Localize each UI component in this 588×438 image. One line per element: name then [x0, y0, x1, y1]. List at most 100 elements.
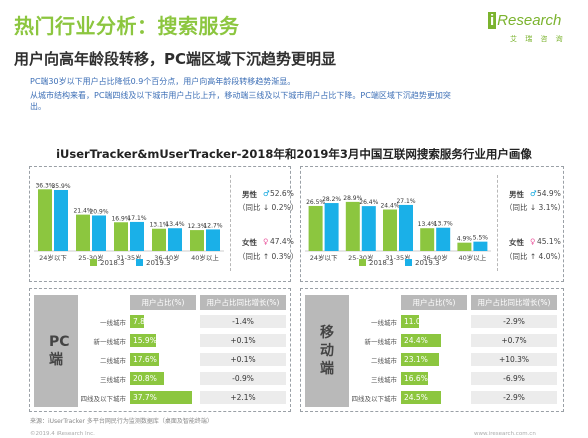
- x-tick-label: 24岁以下: [310, 253, 338, 262]
- male-change: （同比 ↓ 0.2%）: [238, 203, 299, 212]
- bar-2019.3-36-40岁: [168, 228, 182, 251]
- data-label: 26.5%: [306, 199, 325, 206]
- row-label: 二线城市: [371, 357, 397, 365]
- legend-label: 2018.3: [100, 259, 125, 267]
- female-value: 45.1%: [537, 237, 561, 246]
- logo-wordmark: i Research: [488, 12, 562, 29]
- data-label: 28.2%: [322, 196, 341, 203]
- pc-demographics-panel: 36.3% 35.9% 24岁以下 21.4% 20.9% 25-30岁 16.9% 17.1…: [29, 166, 298, 282]
- page-subtitle: 用户向高年龄段转移，PC端区域下沉趋势更明显: [14, 50, 337, 68]
- x-tick-label: 40岁以上: [191, 253, 219, 262]
- footer-copyright: ©2019.4 iResearch Inc.: [30, 431, 95, 437]
- male-change: （同比 ↓ 3.1%）: [505, 203, 566, 212]
- female-label: 女性: [509, 238, 524, 247]
- share-value: 16.6%: [404, 374, 428, 383]
- data-label: 4.9%: [457, 236, 473, 243]
- data-label: 20.9%: [89, 208, 108, 215]
- male-label: 男性: [242, 190, 257, 199]
- bar-2019.3-24岁以下: [54, 189, 68, 251]
- share-value: 24.5%: [404, 393, 428, 402]
- column-header: 用户占比(%): [401, 295, 467, 310]
- data-label: 26.4%: [359, 199, 378, 206]
- note-line-2: 从城市结构来看，PC端四线及以下城市用户占比上升，移动端三线及以下城市用户占比下…: [30, 91, 451, 100]
- pc-age-chart: 36.3%35.9% 24岁以下 21.4%20.9% 25-30岁 16.9%17.1…: [34, 182, 224, 267]
- row-label: 三线城市: [371, 376, 397, 384]
- growth-value: +2.1%: [200, 391, 286, 404]
- iresearch-logo: i Research 艾 瑞 咨 询: [488, 12, 580, 50]
- pc-city-panel: PC端 用户占比(%) 用户占比同比增长(%) 一线城市 7.8% -1.4% 新一线城市…: [29, 288, 291, 412]
- share-bar: [401, 353, 440, 366]
- growth-value: +0.7%: [471, 334, 557, 347]
- share-value: 17.6%: [133, 355, 157, 364]
- row-label: 新一线城市: [93, 338, 127, 346]
- row-label: 三线城市: [100, 376, 126, 384]
- growth-value: -2.9%: [471, 391, 557, 404]
- note-line-1: PC端30岁以下用户占比降低0.9个百分点，用户向高年龄段转移趋势渐显。: [30, 77, 296, 86]
- data-label: 13.7%: [434, 221, 453, 228]
- bar-2019.3-40岁以上: [206, 229, 220, 251]
- share-value: 24.4%: [404, 336, 428, 345]
- data-label: 12.3%: [187, 223, 206, 230]
- legend-label: 2019.3: [415, 259, 440, 267]
- share-value: 23.1%: [404, 355, 428, 364]
- share-bar: [130, 334, 157, 347]
- data-label: 35.9%: [51, 183, 70, 190]
- logo-tagline: 艾 瑞 咨 询: [510, 35, 566, 43]
- growth-value: +0.1%: [200, 334, 286, 347]
- bar-2019.3-36-40岁: [436, 227, 451, 251]
- row-label: 二线城市: [100, 357, 126, 365]
- bar-2019.3-24岁以下: [324, 203, 339, 251]
- x-tick-label: 31-35岁: [116, 253, 141, 262]
- bar-2018.3-24岁以下: [308, 205, 323, 251]
- share-bar: [130, 315, 144, 328]
- pc-table-title: PC端: [34, 295, 78, 407]
- page-title: 热门行业分析：搜索服务: [14, 14, 240, 38]
- data-label: 16.9%: [111, 215, 130, 222]
- bar-2018.3-36-40岁: [420, 228, 435, 251]
- bar-2018.3-40岁以上: [190, 230, 204, 251]
- column-header: 用户占比同比增长(%): [471, 295, 557, 310]
- bar-2019.3-31-35岁: [399, 204, 413, 251]
- share-bar: [130, 372, 165, 385]
- bar-2018.3-25-30岁: [76, 214, 90, 251]
- bar-2018.3-24岁以下: [38, 189, 52, 251]
- data-label: 5.5%: [473, 235, 489, 242]
- share-bar: [130, 391, 193, 404]
- bar-2019.3-25-30岁: [361, 206, 376, 251]
- bar-2018.3-40岁以上: [457, 242, 472, 251]
- female-change: （同比 ↑ 4.0%）: [505, 252, 566, 261]
- data-label: 24.4%: [380, 203, 399, 210]
- share-bar: [401, 315, 420, 328]
- female-icon: ♀: [530, 237, 536, 246]
- data-label: 13.4%: [418, 221, 437, 228]
- legend-swatch: [136, 259, 143, 266]
- data-label: 12.7%: [203, 222, 222, 229]
- footer-source: 来源：iUserTracker 多平台网民行为监测数据库（桌面及智能终端）: [30, 418, 213, 425]
- x-tick-label: 25-30岁: [348, 253, 373, 262]
- female-label: 女性: [242, 238, 257, 247]
- row-label: 一线城市: [371, 319, 397, 327]
- mobile-city-panel: 移动端 用户占比(%) 用户占比同比增长(%) 一线城市 11.0% -2.9% 新一线城…: [300, 288, 564, 412]
- bar-2019.3-40岁以上: [473, 241, 488, 251]
- female-value: 47.4%: [270, 237, 294, 246]
- legend-swatch: [359, 259, 366, 266]
- share-value: 15.9%: [133, 336, 157, 345]
- bar-2019.3-25-30岁: [92, 215, 106, 251]
- share-value: 20.8%: [133, 374, 157, 383]
- x-tick-label: 25-30岁: [78, 253, 103, 262]
- bar-2018.3-25-30岁: [345, 201, 360, 251]
- x-tick-label: 40岁以上: [459, 253, 487, 262]
- male-icon: ♂: [530, 189, 537, 198]
- data-label: 21.4%: [73, 208, 92, 215]
- share-value: 37.7%: [133, 393, 157, 402]
- bar-2018.3-31-35岁: [383, 209, 397, 251]
- male-value: 52.6%: [270, 189, 294, 198]
- row-label: 新一线城市: [364, 338, 398, 346]
- legend-swatch: [405, 259, 412, 266]
- data-label: 17.1%: [127, 215, 146, 222]
- male-label: 男性: [509, 190, 524, 199]
- mobile-table-title: 移动端: [305, 295, 349, 407]
- x-tick-label: 36-40岁: [423, 253, 448, 262]
- share-bar: [401, 334, 442, 347]
- male-icon: ♂: [263, 189, 270, 198]
